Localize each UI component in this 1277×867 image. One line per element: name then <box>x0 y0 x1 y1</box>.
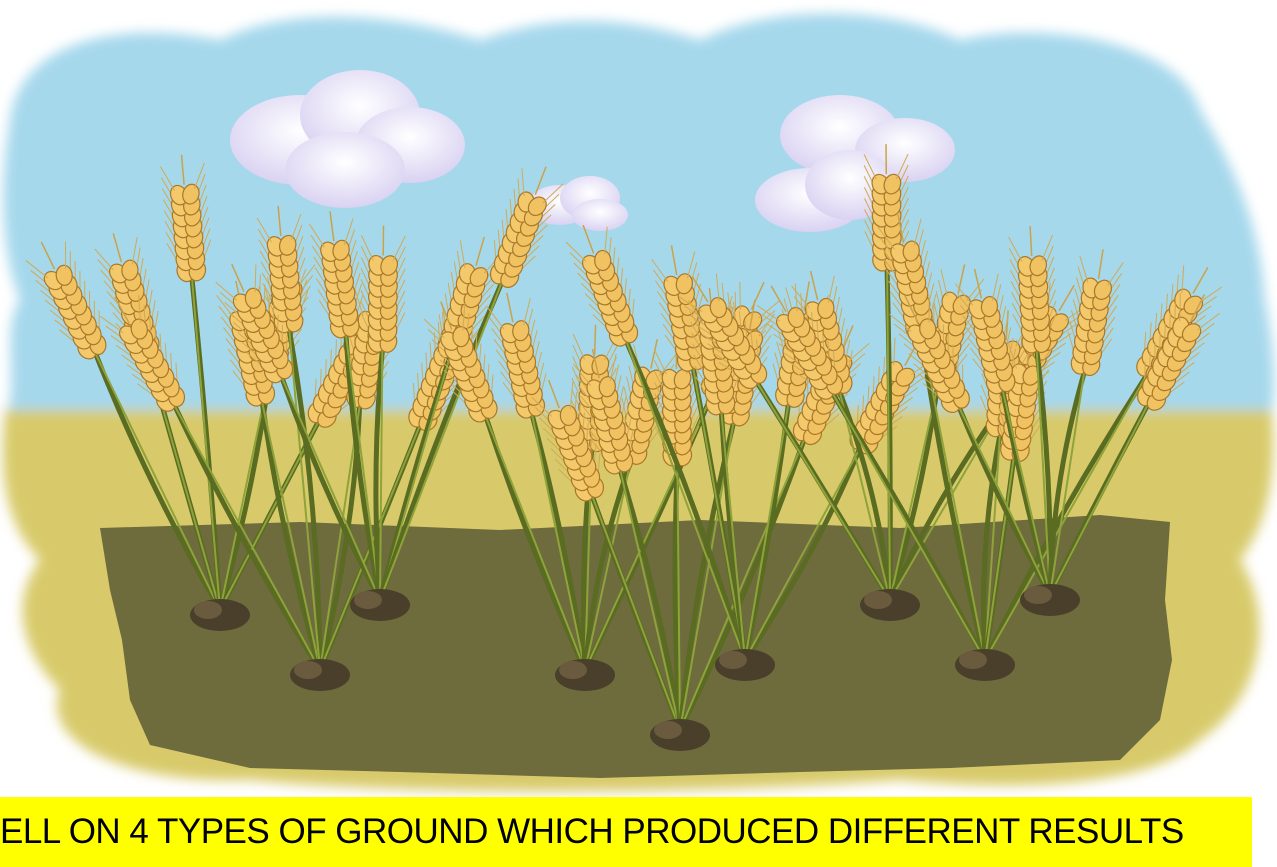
roots <box>1024 586 1052 604</box>
grain <box>453 326 469 346</box>
roots <box>194 601 222 619</box>
illustration <box>0 0 1277 797</box>
caption: ELL ON 4 TYPES OF GROUND WHICH PRODUCED … <box>0 797 1252 867</box>
roots <box>719 651 747 669</box>
page: ELL ON 4 TYPES OF GROUND WHICH PRODUCED … <box>0 0 1277 867</box>
roots <box>294 661 322 679</box>
soil <box>100 515 1172 778</box>
grain <box>560 405 576 425</box>
awn <box>595 325 596 355</box>
roots <box>864 591 892 609</box>
roots <box>559 661 587 679</box>
roots <box>354 591 382 609</box>
roots <box>654 721 682 739</box>
roots <box>959 651 987 669</box>
grain <box>595 250 611 270</box>
